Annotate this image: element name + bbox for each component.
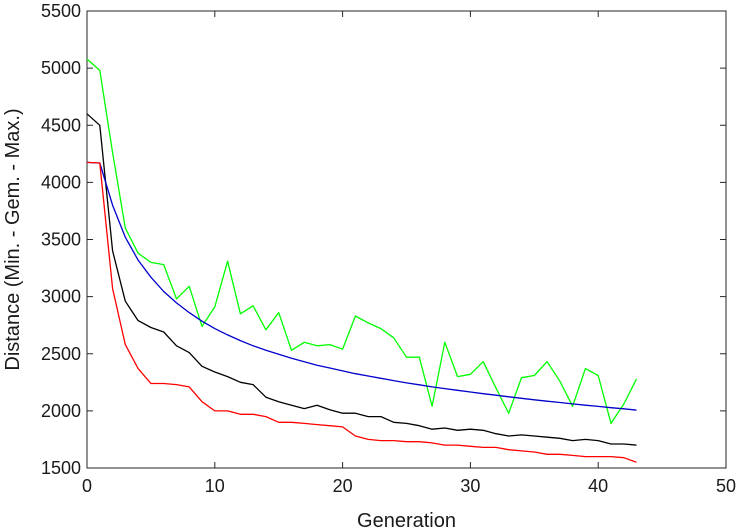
y-tick-label: 3500 xyxy=(41,230,81,250)
x-tick-label: 20 xyxy=(333,476,353,496)
x-axis-title: Generation xyxy=(357,510,456,531)
x-tick-label: 30 xyxy=(460,476,480,496)
series-line-4 xyxy=(86,161,637,463)
plot-box xyxy=(86,10,727,469)
ticks: 0 10 20 30 40 50 1500 2000 2500 3000 3500 4000 4500 5… xyxy=(41,1,736,496)
series-layer xyxy=(86,58,638,463)
y-tick-label: 5500 xyxy=(41,1,81,21)
x-tick-label: 50 xyxy=(716,476,736,496)
y-tick-label: 5000 xyxy=(41,58,81,78)
x-tick-label: 0 xyxy=(82,476,92,496)
y-tick-label: 2500 xyxy=(41,344,81,364)
y-tick-label: 4500 xyxy=(41,115,81,135)
y-tick-label: 1500 xyxy=(41,458,81,478)
y-tick-label: 4000 xyxy=(41,172,81,192)
plot-area xyxy=(86,10,727,469)
y-tick-label: 3000 xyxy=(41,287,81,307)
series-line-3 xyxy=(86,161,637,411)
series-line-2 xyxy=(86,113,637,446)
series-line-1 xyxy=(86,58,638,425)
x-tick-label: 10 xyxy=(205,476,225,496)
x-tick-label: 40 xyxy=(588,476,608,496)
y-axis-title: Distance (Min. - Gem. - Max.) xyxy=(2,108,24,370)
y-tick-label: 2000 xyxy=(41,401,81,421)
